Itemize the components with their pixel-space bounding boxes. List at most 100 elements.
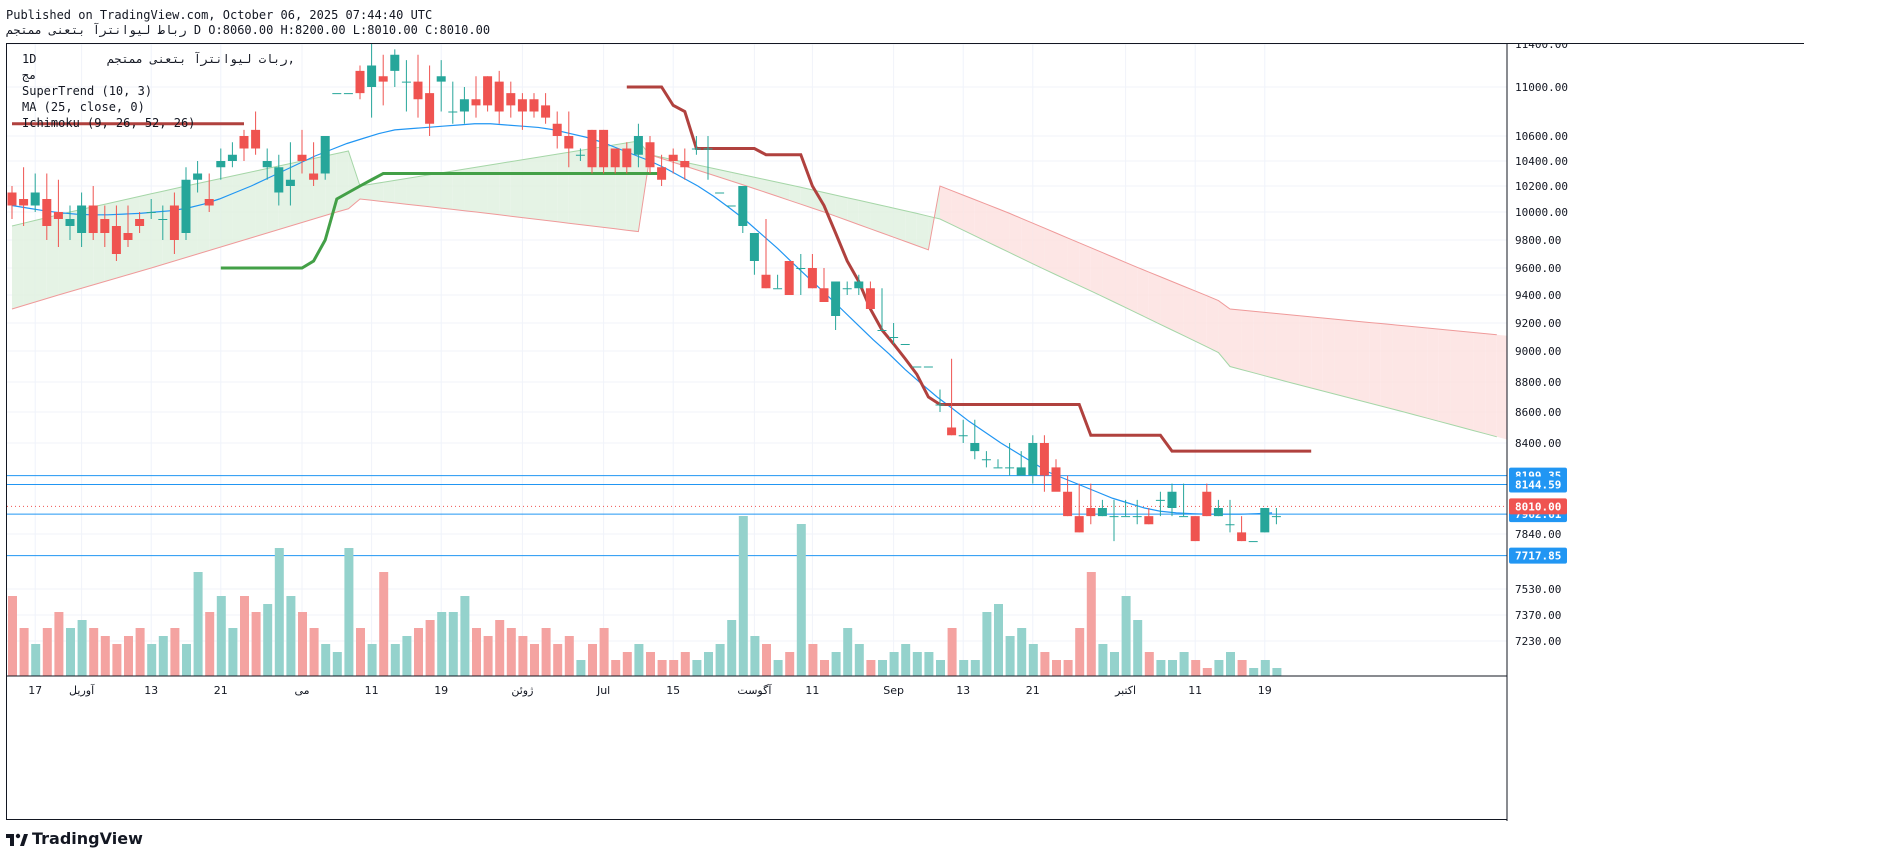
candle-body: [552, 123, 562, 136]
x-tick-label: 19: [434, 684, 448, 697]
volume-bar: [738, 516, 748, 676]
ichimoku-cloud-segment: [1322, 317, 1335, 394]
candle-body: [529, 99, 539, 112]
candle-body: [645, 142, 655, 168]
candle-body: [761, 274, 771, 289]
legend-supertrend[interactable]: SuperTrend (10, 3): [22, 84, 153, 98]
ichimoku-cloud-segment: [220, 176, 233, 247]
ichimoku-cloud-segment: [383, 180, 395, 203]
ichimoku-cloud-segment: [441, 171, 453, 210]
legend-ichimoku[interactable]: Ichimoku (9, 26, 52, 26): [22, 116, 196, 130]
price-chart[interactable]: 11400.00 11000.00 10600.00 10400.00 10200.00…: [7, 44, 1805, 821]
candle-body: [262, 161, 272, 168]
x-tick-label: 11: [365, 684, 379, 697]
volume-bar: [843, 628, 853, 676]
legend-ma[interactable]: MA (25, close, 0): [22, 100, 145, 114]
candle-body: [819, 288, 829, 302]
chart-frame[interactable]: 11400.00 11000.00 10600.00 10400.00 10200.00…: [6, 43, 1805, 821]
x-tick-label: آگوست: [737, 683, 772, 697]
candle-body: [842, 288, 852, 290]
ichimoku-cloud-segment: [1056, 233, 1068, 281]
volume-bar: [1237, 660, 1247, 676]
ichimoku-cloud-segment: [371, 182, 384, 202]
volume-bar: [460, 596, 470, 676]
tradingview-logo[interactable]: TradingView: [6, 829, 143, 848]
volume-bar: [1086, 572, 1096, 676]
ichimoku-cloud-segment: [1148, 272, 1161, 325]
candle-body: [865, 288, 875, 309]
x-tick-label: آوریل: [69, 683, 95, 697]
hline-label-bg: [1509, 476, 1567, 493]
candle-body: [7, 192, 17, 206]
volume-bar: [727, 620, 737, 676]
candle-body: [100, 219, 110, 233]
ichimoku-cloud-segment: [418, 174, 430, 207]
ichimoku-cloud-segment: [1427, 328, 1439, 422]
candle-body: [77, 205, 87, 233]
candle-body: [854, 281, 864, 289]
ichimoku-cloud-segment: [766, 179, 778, 197]
last-price-label-bg: [1509, 498, 1567, 515]
y-tick-label: 10600.00: [1515, 130, 1568, 143]
candle-body: [1237, 532, 1247, 542]
ichimoku-cloud-segment: [255, 168, 268, 237]
candle-body: [970, 443, 980, 452]
volume-bar: [646, 652, 655, 676]
ichimoku-cloud-segment: [1357, 321, 1370, 403]
candle-body: [1121, 516, 1131, 518]
volume-bar: [205, 612, 215, 676]
ichimoku-cloud-segment: [1438, 329, 1451, 425]
candle-body: [448, 111, 458, 113]
ichimoku-cloud-segment: [522, 157, 534, 219]
candle-body: [251, 129, 261, 149]
ma-line: [11, 123, 1273, 515]
ichimoku-cloud-segment: [452, 169, 465, 211]
candle-body: [42, 199, 52, 226]
candle-body: [912, 366, 922, 368]
candle-body: [193, 173, 203, 180]
candle-body: [796, 268, 806, 269]
candle-body: [703, 148, 713, 150]
x-tick-label: اکتبر: [1114, 684, 1136, 697]
volume-bar: [356, 628, 365, 676]
x-tick-label: 13: [144, 684, 158, 697]
ichimoku-cloud-segment: [1346, 320, 1358, 400]
volume-bar: [332, 652, 342, 676]
volume-bar: [448, 612, 458, 676]
volume-bar: [31, 644, 41, 676]
volume-bar: [854, 644, 864, 676]
candle-body: [1248, 541, 1258, 543]
y-tick-label: 9800.00: [1515, 234, 1561, 247]
volume-bar: [1121, 596, 1131, 676]
y-tick-label: 9200.00: [1515, 317, 1561, 330]
ichimoku-cloud-segment: [139, 193, 152, 272]
volume-bar: [414, 628, 423, 676]
volume-bar: [680, 652, 690, 676]
volume-bar: [263, 604, 273, 676]
candle-body: [1155, 499, 1165, 501]
volume-bar: [344, 548, 354, 676]
volume-bar: [1144, 652, 1154, 676]
volume-bar: [541, 628, 551, 676]
volume-bar: [19, 628, 29, 676]
candle-body: [564, 136, 574, 149]
volume-bar: [77, 620, 87, 676]
volume-bar: [553, 644, 563, 676]
ichimoku-cloud-segment: [1090, 247, 1103, 297]
ichimoku-cloud-segment: [742, 174, 755, 189]
volume-bar: [1017, 628, 1027, 676]
candle-body: [1225, 524, 1235, 526]
candle-body: [1202, 491, 1212, 517]
candle-body: [993, 467, 1003, 469]
ichimoku-cloud-segment: [232, 173, 244, 244]
ichimoku-cloud-segment: [847, 197, 859, 225]
ichimoku-cloud-segment: [812, 189, 824, 212]
volume-bar: [1260, 660, 1270, 676]
candle-body: [425, 93, 435, 124]
volume-bar: [530, 644, 539, 676]
x-tick-label: 11: [1188, 684, 1202, 697]
hline-label: 8144.59: [1515, 479, 1561, 492]
volume-bar: [402, 636, 412, 676]
last-price-label: 8010.00: [1515, 500, 1561, 513]
volume-bar: [959, 660, 969, 676]
